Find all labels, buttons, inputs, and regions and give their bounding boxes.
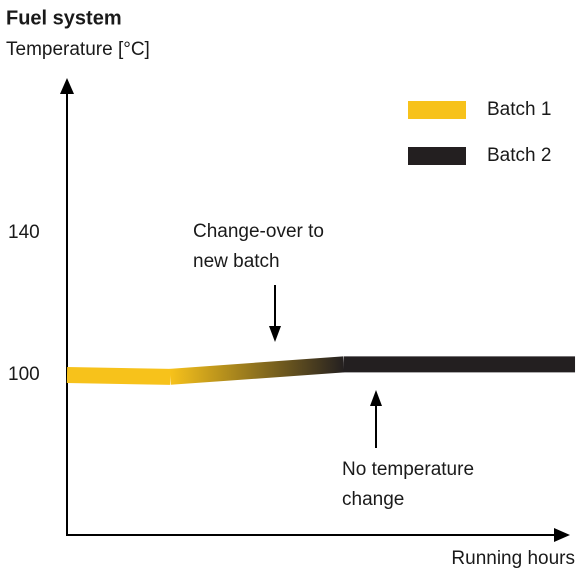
y-axis-arrow — [60, 78, 74, 94]
chart-title: Fuel system — [6, 7, 122, 29]
change-over-segment — [169, 356, 345, 385]
x-axis-arrow — [554, 528, 570, 542]
annotation-arrow-head — [269, 326, 281, 342]
y-tick-label: 140 — [8, 222, 40, 243]
annotation: No temperature — [342, 459, 474, 480]
annotation: new batch — [193, 251, 280, 272]
y-axis-label: Temperature [°C] — [6, 39, 150, 60]
annotation: Change-over to — [193, 221, 324, 242]
legend-swatch — [408, 147, 466, 165]
legend-label: Batch 2 — [487, 145, 551, 166]
x-axis-label: Running hours — [451, 548, 575, 569]
annotation-arrow-head — [370, 390, 382, 406]
legend-label: Batch 1 — [487, 99, 551, 120]
series-line — [66, 367, 171, 385]
annotation: change — [342, 489, 404, 510]
legend-swatch — [408, 101, 466, 119]
y-tick-label: 100 — [8, 364, 40, 385]
